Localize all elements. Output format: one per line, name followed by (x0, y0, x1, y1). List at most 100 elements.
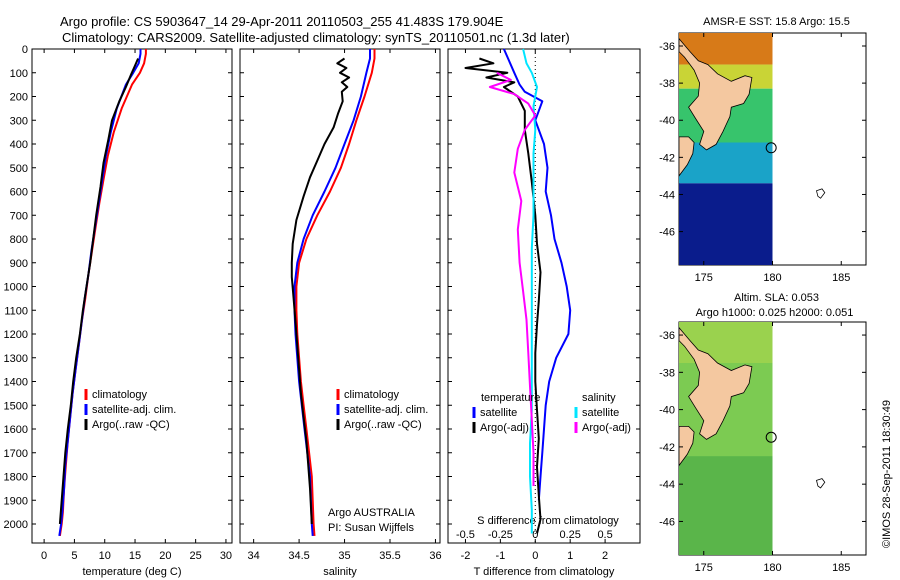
lon-tick-label: 175 (695, 272, 713, 284)
y-tick-label: 700 (10, 210, 28, 222)
legend-label: climatology (344, 389, 400, 401)
s-tick-label: 0.25 (559, 529, 580, 541)
map-sst: 175 180 185 -36 -38 -40 -42 -44 -46 AMSR-E SST: 1… (659, 16, 867, 284)
sla-field (679, 322, 773, 555)
series-line-2 (522, 48, 538, 534)
s-axis-title: S difference from climatology (477, 515, 619, 527)
x-tick-label: 30 (220, 550, 232, 562)
y-tick-label: 200 (10, 92, 28, 104)
x-tick-label: 15 (129, 550, 141, 562)
north-island (678, 326, 753, 440)
lat-tick-label: -36 (659, 41, 675, 53)
lat-tick-label: -42 (659, 442, 675, 454)
lat-tick-label: -44 (659, 479, 675, 491)
x-tick-label: -1 (495, 550, 505, 562)
south-island (678, 425, 695, 467)
y-tick-label: 1200 (4, 329, 28, 341)
legend-label: Argo(..raw -QC) (344, 419, 422, 431)
y-tick-label: 400 (10, 139, 28, 151)
map-title: AMSR-E SST: 15.8 Argo: 15.5 (703, 16, 850, 28)
legend-label: Argo(-adj) (582, 422, 631, 434)
legend-label: satellite (582, 407, 619, 419)
lat-tick-label: -36 (659, 330, 675, 342)
x-tick-label: 25 (190, 550, 202, 562)
y-tick-label: 900 (10, 258, 28, 270)
x-axis-label: salinity (323, 566, 357, 578)
argo-agency-label: Argo AUSTRALIA (328, 507, 415, 519)
y-tick-label: 1700 (4, 448, 28, 460)
plot-frame (239, 48, 441, 544)
lat-tick-label: -38 (659, 367, 675, 379)
lat-tick-label: -46 (659, 227, 675, 239)
x-tick-label: -2 (461, 550, 471, 562)
series-line-3 (488, 71, 537, 486)
x-tick-label: 36 (429, 550, 441, 562)
y-tick-label: 1600 (4, 424, 28, 436)
plot-frame (447, 48, 641, 544)
lat-tick-label: -40 (659, 405, 675, 417)
y-tick-label: 1400 (4, 377, 28, 389)
north-island (678, 37, 753, 151)
y-tick-label: 1900 (4, 495, 28, 507)
y-tick-label: 1300 (4, 353, 28, 365)
sla-band (679, 456, 773, 555)
legend-label: Argo(-adj) (480, 422, 529, 434)
lat-tick-label: -44 (659, 189, 675, 201)
lon-tick-label: 180 (763, 562, 781, 574)
lon-tick-label: 175 (695, 562, 713, 574)
lat-tick-label: -40 (659, 115, 675, 127)
x-tick-label: 34.5 (288, 550, 309, 562)
lat-tick-label: -38 (659, 78, 675, 90)
plot-frame (31, 48, 233, 544)
legend-title-salinity: salinity (582, 392, 616, 404)
argo-marker (765, 431, 777, 443)
y-tick-label: 1500 (4, 400, 28, 412)
y-tick-label: 600 (10, 187, 28, 199)
legend-label: Argo(..raw -QC) (92, 419, 170, 431)
s-tick-label: -0.5 (456, 529, 475, 541)
legend-label: satellite (480, 407, 517, 419)
lon-tick-label: 185 (832, 272, 850, 284)
series-line-0 (502, 48, 572, 501)
x-tick-label: 34 (248, 550, 260, 562)
y-tick-label: 1800 (4, 472, 28, 484)
series-line-0 (295, 49, 376, 536)
panel-salinity: 34 34.5 35 35.5 36 salinity climatology satelli… (239, 48, 442, 578)
s-tick-label: 0 (532, 529, 538, 541)
lon-tick-label: 185 (832, 562, 850, 574)
legend-label: climatology (92, 389, 148, 401)
sst-band (679, 183, 773, 265)
panel-difference: -2 -1 0 1 2 T difference from climatology S di… (447, 48, 641, 578)
y-tick-label: 0 (22, 44, 28, 56)
x-tick-label: 2 (602, 550, 608, 562)
x-axis-label: T difference from climatology (474, 566, 615, 578)
x-tick-label: 1 (567, 550, 573, 562)
south-island (678, 136, 695, 178)
argo-marker (765, 142, 777, 154)
x-tick-label: 0 (532, 550, 538, 562)
x-tick-label: 5 (71, 550, 77, 562)
series-line-1 (464, 57, 542, 534)
series-line-2 (290, 57, 351, 525)
x-tick-label: 35 (338, 550, 350, 562)
x-tick-label: 10 (99, 550, 111, 562)
y-tick-label: 1000 (4, 282, 28, 294)
pi-label: PI: Susan Wijffels (328, 522, 414, 534)
lon-tick-label: 180 (763, 272, 781, 284)
lat-tick-label: -42 (659, 152, 675, 164)
header-line-1: Argo profile: CS 5903647_14 29-Apr-2011 … (60, 14, 504, 29)
panel-temperature: 0100200300400500600700800900100011001200… (4, 44, 233, 578)
header-line-2: Climatology: CARS2009. Satellite-adjuste… (62, 30, 570, 45)
legend-label: satellite-adj. clim. (344, 404, 428, 416)
y-tick-label: 500 (10, 163, 28, 175)
series-line-2 (58, 58, 140, 525)
sst-band (679, 142, 773, 184)
s-tick-label: 0.5 (597, 529, 612, 541)
legend-title-temperature: temperature (481, 392, 540, 404)
y-tick-label: 300 (10, 115, 28, 127)
y-tick-label: 1100 (4, 305, 28, 317)
chatham-islands (816, 478, 826, 489)
x-axis-label: temperature (deg C) (82, 566, 181, 578)
map-title: Altim. SLA: 0.053 (734, 292, 819, 304)
